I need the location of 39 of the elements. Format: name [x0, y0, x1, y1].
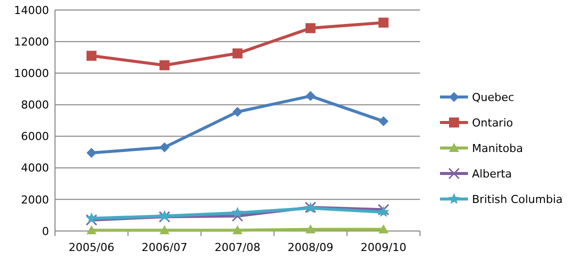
point	[86, 50, 96, 61]
point	[306, 224, 316, 234]
y-tick-label: 10000	[14, 66, 49, 80]
point	[378, 18, 388, 28]
point	[306, 91, 316, 102]
point	[86, 225, 96, 234]
point	[86, 148, 96, 158]
y-tick-label: 0	[42, 224, 49, 238]
y-tick-label: 2000	[21, 193, 49, 206]
point	[306, 23, 316, 34]
y-tick-label: 8000	[21, 98, 49, 112]
point	[86, 212, 98, 224]
point	[86, 214, 98, 226]
legend-label: Alberta	[472, 167, 512, 180]
point	[232, 48, 242, 58]
point	[232, 206, 244, 218]
point	[378, 116, 388, 126]
legend-label: Ontario	[472, 116, 514, 130]
legend-label: British Columbia	[472, 192, 563, 206]
legend-label: Manitoba	[472, 142, 524, 155]
y-tick-label: 6000	[21, 130, 49, 144]
legend-label: Quebec	[472, 90, 514, 104]
y-tick-label: 14000	[14, 4, 49, 17]
x-tick-label: 2009/10	[360, 241, 406, 254]
point	[160, 60, 170, 70]
x-tick-label: 2006/07	[142, 241, 188, 254]
point	[378, 224, 388, 234]
x-tick-label: 2005/06	[68, 241, 114, 254]
point	[378, 204, 390, 216]
point	[160, 225, 170, 234]
point	[232, 106, 242, 117]
x-tick-label: 2007/08	[214, 241, 260, 254]
point	[160, 142, 170, 152]
y-tick-label: 4000	[21, 162, 49, 175]
y-tick-label: 12000	[14, 35, 49, 48]
point	[378, 206, 390, 217]
point	[232, 225, 242, 234]
point	[232, 210, 244, 222]
x-tick-label: 2008/09	[288, 241, 334, 254]
